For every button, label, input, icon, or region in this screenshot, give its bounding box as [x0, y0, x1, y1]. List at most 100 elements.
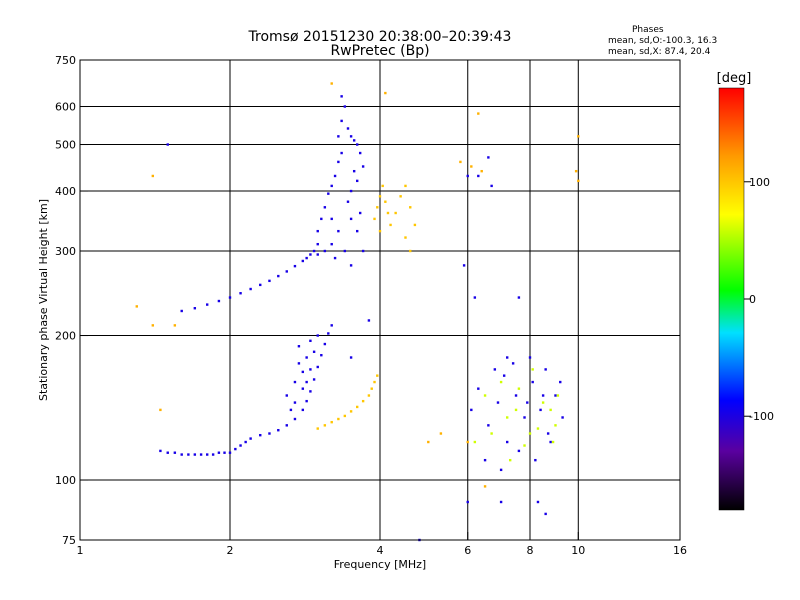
data-point — [305, 256, 308, 260]
data-point — [352, 139, 356, 142]
data-point — [349, 217, 353, 221]
y-tick-label: 100 — [55, 474, 76, 487]
data-point — [477, 112, 480, 115]
data-point — [333, 174, 337, 178]
info-line-x: mean, sd,X: 87.4, 20.4 — [608, 47, 711, 57]
data-point — [487, 156, 490, 159]
data-point — [505, 440, 509, 444]
data-point — [389, 223, 392, 227]
colorbar-tick-label: -100 — [749, 410, 774, 423]
data-point — [187, 453, 190, 456]
y-tick-label: 200 — [55, 330, 76, 343]
data-point — [337, 135, 340, 138]
data-point — [244, 440, 247, 444]
data-point — [394, 211, 397, 215]
data-point — [549, 440, 552, 444]
data-point — [312, 350, 316, 353]
data-point — [487, 424, 490, 427]
data-point — [330, 184, 333, 188]
data-point — [337, 160, 340, 164]
data-point — [340, 119, 343, 123]
data-point — [466, 174, 469, 178]
data-point — [376, 374, 379, 377]
data-point — [483, 458, 487, 462]
y-axis-label: Stationary phase Virtual Height [km] — [37, 199, 50, 401]
data-point — [173, 451, 177, 454]
data-point — [384, 91, 387, 95]
data-point — [199, 453, 203, 456]
data-point — [511, 362, 515, 365]
data-point — [346, 200, 350, 203]
data-point — [297, 362, 301, 365]
data-point — [305, 399, 308, 403]
x-tick-label: 10 — [571, 544, 585, 557]
data-point — [316, 427, 319, 430]
data-point — [268, 279, 271, 283]
data-point — [526, 401, 529, 404]
data-point — [293, 264, 297, 268]
data-point — [205, 303, 209, 306]
data-point — [323, 342, 327, 346]
data-point — [466, 440, 469, 444]
data-point — [285, 424, 288, 427]
data-point — [217, 299, 221, 303]
data-point — [517, 296, 521, 299]
data-point — [499, 380, 503, 384]
data-point — [320, 217, 323, 221]
data-point — [384, 200, 387, 203]
data-point — [508, 458, 512, 462]
data-point — [277, 429, 280, 432]
data-point — [531, 368, 534, 371]
data-point — [577, 135, 580, 138]
data-point — [337, 229, 340, 233]
data-point — [349, 189, 353, 193]
data-point — [373, 217, 376, 221]
data-point — [549, 408, 552, 412]
data-point — [330, 420, 333, 424]
data-point — [554, 424, 557, 427]
data-point — [205, 453, 209, 456]
data-point — [249, 287, 252, 291]
data-point — [376, 206, 379, 209]
data-point — [151, 174, 155, 178]
data-point — [544, 368, 547, 371]
data-point — [316, 242, 319, 246]
data-point — [166, 451, 169, 454]
data-point — [217, 451, 221, 454]
data-point — [301, 370, 305, 374]
data-point — [297, 345, 301, 348]
data-point — [293, 417, 297, 421]
data-point — [340, 95, 343, 98]
data-point — [531, 380, 534, 384]
data-point — [409, 249, 412, 253]
data-point — [528, 356, 532, 359]
data-point — [355, 405, 359, 409]
data-point — [409, 206, 412, 209]
data-point — [574, 169, 578, 173]
data-point — [316, 334, 319, 337]
data-point — [323, 424, 327, 427]
data-point — [517, 449, 521, 453]
data-point — [285, 394, 288, 397]
data-point — [554, 394, 557, 397]
data-point — [480, 169, 483, 173]
data-point — [289, 408, 293, 412]
data-point — [301, 259, 305, 263]
data-point — [277, 274, 280, 278]
data-point — [180, 309, 183, 313]
data-point — [349, 264, 353, 267]
data-point — [556, 394, 560, 397]
data-point — [301, 387, 305, 390]
data-point — [159, 408, 162, 412]
data-point — [349, 135, 353, 138]
data-point — [327, 192, 330, 195]
data-point — [193, 453, 197, 456]
data-point — [337, 417, 340, 421]
data-point — [404, 184, 407, 188]
data-point — [180, 453, 183, 456]
plot-frame — [79, 59, 681, 541]
data-points — [135, 82, 580, 542]
data-point — [330, 82, 333, 85]
data-point — [211, 453, 215, 456]
data-point — [523, 416, 526, 419]
